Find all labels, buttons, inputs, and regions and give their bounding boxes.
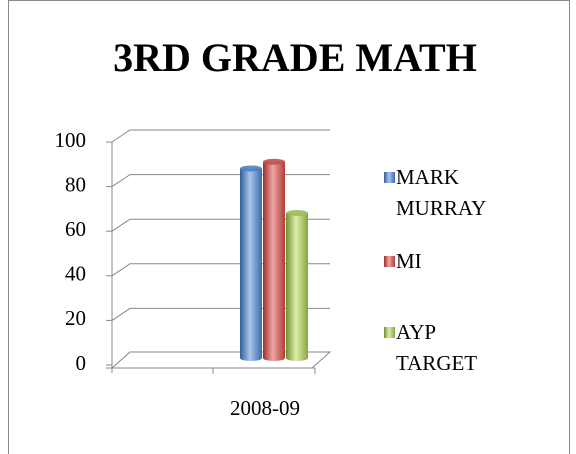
chart-title: 3RD GRADE MATH xyxy=(113,35,477,80)
legend-label: AYP TARGET xyxy=(396,320,478,375)
bar xyxy=(286,213,308,358)
legend-label: MARK MURRAY xyxy=(396,165,487,220)
bar-top xyxy=(240,165,262,172)
bar-top xyxy=(286,210,308,217)
legend-swatch xyxy=(384,172,395,183)
grid-line xyxy=(111,174,330,188)
x-tick-label: 2008-09 xyxy=(230,396,300,420)
frame-border xyxy=(8,0,570,454)
y-tick-label: 80 xyxy=(65,172,86,196)
y-tick-label: 40 xyxy=(65,262,86,286)
y-tick-label: 0 xyxy=(76,351,87,375)
y-tick-label: 20 xyxy=(65,306,86,330)
grid-line xyxy=(111,129,330,143)
bar-top xyxy=(263,158,285,165)
bar xyxy=(240,168,262,358)
y-tick-label: 100 xyxy=(55,128,87,152)
legend-swatch xyxy=(384,256,395,267)
legend-label: MI xyxy=(396,249,422,273)
floor xyxy=(111,351,332,369)
legend-swatch xyxy=(384,327,395,338)
y-tick-label: 60 xyxy=(65,217,86,241)
bar xyxy=(263,161,285,358)
